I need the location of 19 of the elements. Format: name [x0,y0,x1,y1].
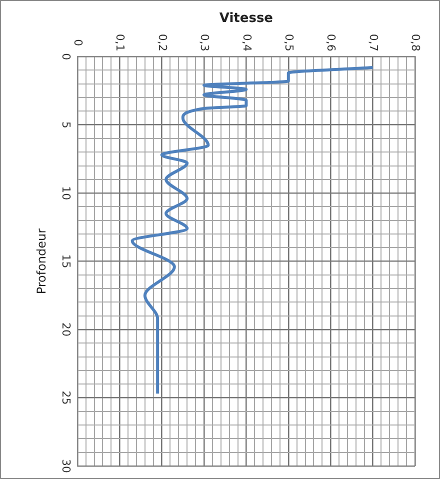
y-tick-label: 15 [60,254,73,268]
y-tick-label: 25 [60,390,73,405]
x-tick-label: 0 [72,39,85,46]
y-tick-label: 0 [60,53,73,60]
x-axis-title: Vitesse [219,11,274,26]
x-tick-label: 0,8 [409,34,422,52]
x-tick-label: 0,1 [114,34,127,52]
line-series [130,66,374,396]
y-tick-label: 20 [60,322,73,337]
x-tick-label: 0,7 [366,34,380,52]
x-tick-label: 0,4 [240,34,254,52]
x-tick-label: 0,3 [198,34,212,52]
x-tick-label: 0,5 [282,34,296,52]
y-axis-title: Profondeur [34,228,48,294]
y-tick-label: 10 [60,186,73,200]
y-tick-label: 5 [60,121,73,128]
y-tick-label: 30 [60,459,73,473]
x-tick-label: 0,2 [156,34,169,52]
x-tick-label: 0,6 [324,34,338,52]
